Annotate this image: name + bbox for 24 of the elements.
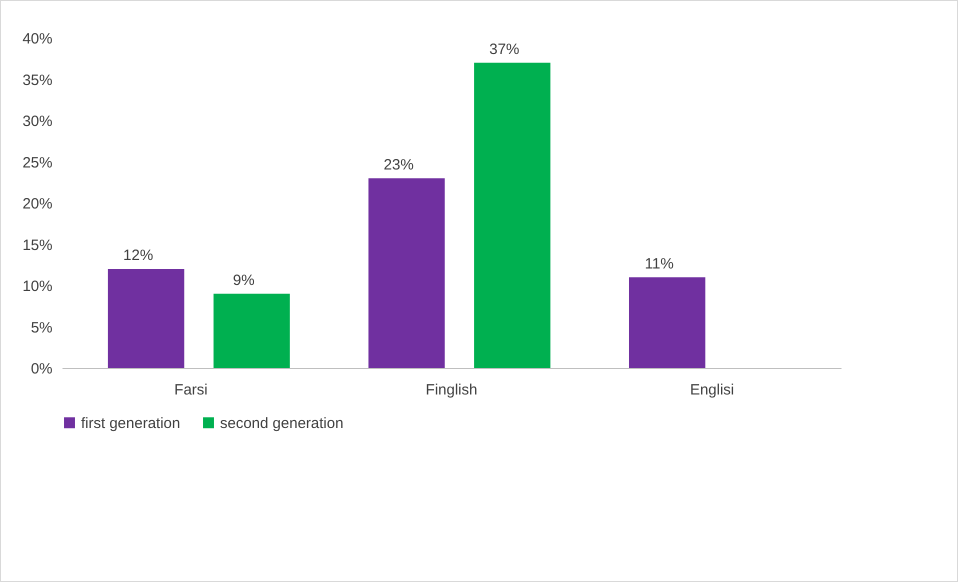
data-label: 23%: [384, 156, 414, 174]
data-label: 11%: [644, 255, 674, 272]
bar: [474, 62, 550, 368]
x-tick-label: Farsi: [174, 382, 208, 398]
legend-label: first generation: [81, 414, 180, 432]
bar: [214, 294, 290, 368]
data-label: 37%: [489, 40, 520, 58]
y-tick-label: 10%: [22, 278, 52, 295]
y-tick-label: 20%: [22, 196, 52, 212]
y-tick-label: 40%: [22, 30, 52, 48]
data-label: 9%: [232, 272, 255, 289]
bar: [108, 269, 184, 368]
y-tick-label: 15%: [22, 236, 52, 254]
bar: [628, 277, 706, 368]
y-tick-label: 25%: [22, 154, 52, 172]
legend-label: second generation: [220, 414, 344, 432]
y-tick-label: 30%: [22, 113, 52, 130]
x-tick-label: Englisi: [690, 382, 734, 398]
bar: [368, 178, 445, 368]
data-label: 12%: [123, 247, 154, 264]
x-tick-label: Finglish: [426, 382, 478, 398]
y-tick-label: 5%: [30, 319, 52, 336]
y-tick-label: 35%: [22, 72, 52, 89]
y-tick-label: 0%: [30, 360, 52, 378]
